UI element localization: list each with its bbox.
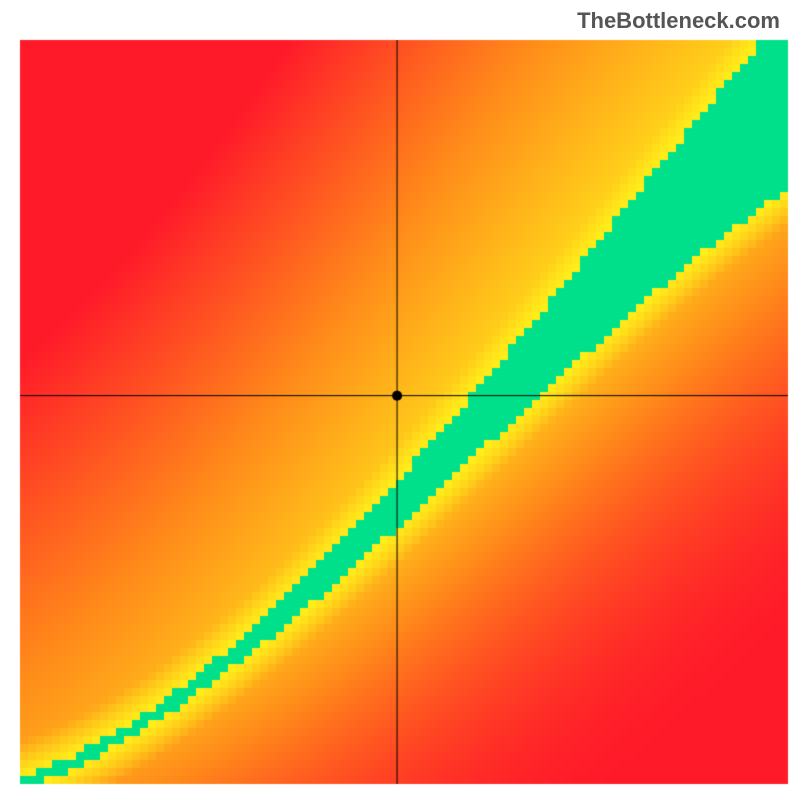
heatmap-canvas	[0, 0, 800, 800]
attribution-text: TheBottleneck.com	[577, 8, 780, 34]
chart-container: TheBottleneck.com	[0, 0, 800, 800]
